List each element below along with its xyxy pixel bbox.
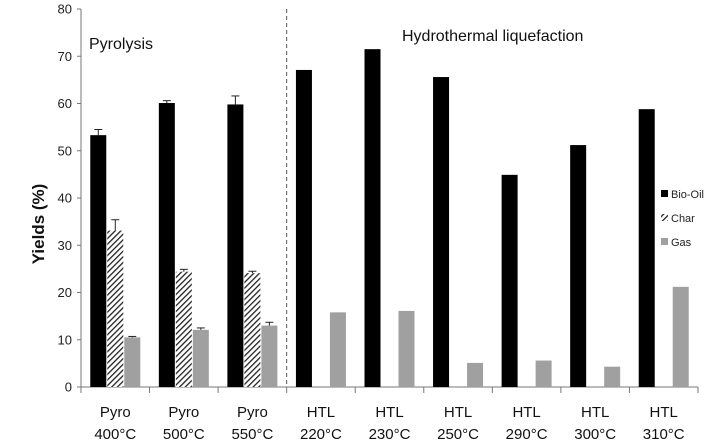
x-tick-label: Pyro — [100, 404, 131, 421]
bar-gas — [535, 360, 552, 387]
bar-gas — [672, 286, 689, 387]
legend-label-char: Char — [671, 213, 695, 225]
x-tick-label: 550°C — [231, 426, 273, 443]
x-tick-label: 500°C — [163, 426, 205, 443]
annotation-htl: Hydrothermal liquefaction — [402, 28, 583, 45]
bar-gas — [261, 325, 278, 387]
bar-bio-oil — [638, 109, 655, 388]
bar-bio-oil — [295, 69, 312, 387]
y-tick-label: 70 — [58, 49, 72, 64]
bar-bio-oil — [364, 49, 381, 387]
x-tick-label: 400°C — [94, 426, 136, 443]
x-tick-label: HTL — [375, 404, 403, 421]
legend-swatch-gas — [661, 238, 668, 245]
y-tick-label: 30 — [58, 238, 72, 253]
x-tick-label: HTL — [581, 404, 609, 421]
legend-swatch-bio-oil — [661, 190, 668, 197]
bar-gas — [604, 366, 621, 387]
bar-char — [175, 271, 192, 387]
bar-bio-oil — [570, 145, 587, 387]
bar-gas — [398, 310, 415, 387]
y-tick-label: 40 — [58, 191, 72, 206]
bar-gas — [467, 362, 484, 387]
bar-bio-oil — [501, 174, 518, 387]
x-tick-label: 300°C — [574, 426, 616, 443]
x-tick-label: 310°C — [643, 426, 685, 443]
bar-bio-oil — [158, 103, 175, 387]
x-tick-label: HTL — [444, 404, 472, 421]
y-tick-label: 50 — [58, 143, 72, 158]
x-tick-label: 230°C — [369, 426, 411, 443]
x-tick-label: Pyro — [168, 404, 199, 421]
bar-gas — [192, 329, 209, 387]
legend-label-gas: Gas — [671, 237, 692, 249]
x-tick-label: HTL — [512, 404, 540, 421]
y-tick-label: 0 — [65, 380, 72, 395]
x-tick-label: 220°C — [300, 426, 342, 443]
bar-bio-oil — [90, 135, 107, 387]
bars-layer — [90, 49, 689, 388]
y-axis-label: Yields (%) — [29, 184, 48, 265]
x-tick-label: HTL — [650, 404, 678, 421]
labels-layer: 0 10 20 30 40 50 60 70 80 Pyro 400°C Pyro 500°C Pyro 5… — [58, 2, 685, 444]
y-tick-label: 60 — [58, 96, 72, 111]
bar-bio-oil — [433, 77, 450, 387]
x-tick-label: 250°C — [437, 426, 479, 443]
bar-gas — [329, 312, 346, 387]
y-tick-label: 10 — [58, 332, 72, 347]
y-tick-label: 80 — [58, 2, 72, 17]
y-tick-label: 20 — [58, 285, 72, 300]
bar-char — [107, 230, 124, 387]
bar-gas — [124, 337, 141, 387]
annotation-pyrolysis: Pyrolysis — [89, 36, 153, 53]
legend-label-bio-oil: Bio-Oil — [671, 189, 704, 201]
bar-bio-oil — [227, 104, 244, 387]
legend: Bio-Oil Char Gas — [661, 189, 704, 249]
legend-swatch-char — [661, 214, 668, 221]
x-tick-label: HTL — [307, 404, 335, 421]
bar-char — [244, 273, 261, 387]
x-tick-label: 290°C — [506, 426, 548, 443]
x-tick-label: Pyro — [237, 404, 268, 421]
